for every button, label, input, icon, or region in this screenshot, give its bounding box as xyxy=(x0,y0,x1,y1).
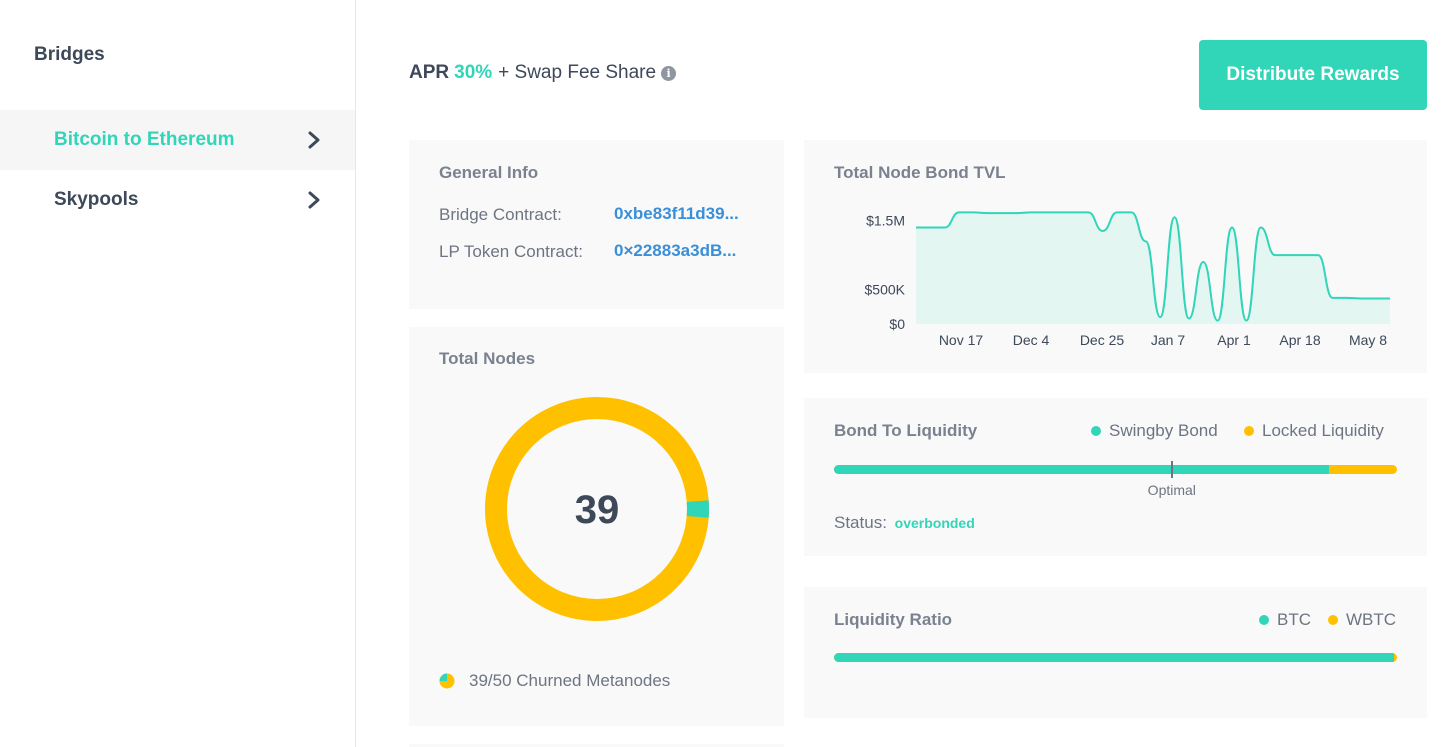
bond-liquidity-bar xyxy=(834,465,1397,474)
apr-value: 30% xyxy=(454,62,493,83)
x-tick-label: Dec 25 xyxy=(1080,332,1125,348)
sidebar-title: Bridges xyxy=(34,44,105,65)
info-icon[interactable]: i xyxy=(661,65,677,81)
total-nodes-card: Total Nodes 39 39/50 Churned Metanodes xyxy=(409,327,784,726)
sidebar: Bridges Bitcoin to Ethereum Skypools xyxy=(0,0,356,747)
card-title: Total Nodes xyxy=(439,349,536,368)
legend-dot-icon xyxy=(1259,615,1269,625)
lp-token-contract-link[interactable]: 0×22883a3dB... xyxy=(614,241,737,260)
tvl-series-line xyxy=(916,211,1390,322)
lp-token-contract-label: LP Token Contract: xyxy=(439,242,583,261)
tvl-area-chart: $1.5M $500K $0 Nov 17 Dec 4 Dec 25 Jan 7 Apr 1 A… xyxy=(865,211,1390,348)
apr-label: APR xyxy=(409,62,450,83)
status-value: overbonded xyxy=(894,515,975,531)
legend-dot-icon xyxy=(1091,426,1101,436)
btc-fill xyxy=(834,653,1395,662)
sidebar-item-skypools[interactable]: Skypools xyxy=(0,170,355,230)
bridge-contract-link[interactable]: 0xbe83f11d39... xyxy=(614,204,739,223)
bond-to-liquidity-card: Bond To Liquidity Swingby Bond Locked Li… xyxy=(804,398,1427,556)
y-tick-label: $0 xyxy=(889,316,905,332)
tvl-chart-card: Total Node Bond TVL $1.5M $500K $0 Nov 17 De… xyxy=(804,140,1427,373)
x-tick-label: Apr 18 xyxy=(1279,332,1320,348)
liquidity-ratio-card: Liquidity Ratio BTC WBTC xyxy=(804,587,1427,718)
y-tick-label: $500K xyxy=(865,282,906,298)
x-tick-label: May 8 xyxy=(1349,332,1387,348)
card-title: General Info xyxy=(439,163,539,182)
churned-metanodes-text: 39/50 Churned Metanodes xyxy=(469,671,671,690)
wbtc-legend: WBTC xyxy=(1328,610,1396,630)
legend-label: Swingby Bond xyxy=(1109,421,1218,440)
sidebar-item-label: Bitcoin to Ethereum xyxy=(54,129,235,150)
chevron-right-icon xyxy=(308,131,320,149)
distribute-rewards-button[interactable]: Distribute Rewards xyxy=(1199,40,1427,110)
tvl-area-fill xyxy=(916,212,1390,324)
card-title: Total Node Bond TVL xyxy=(834,163,1006,182)
x-tick-label: Nov 17 xyxy=(939,332,984,348)
status-label: Status: xyxy=(834,513,887,532)
bridge-contract-label: Bridge Contract: xyxy=(439,205,562,224)
total-nodes-donut: 39 xyxy=(485,397,709,621)
legend-dot-icon xyxy=(1244,426,1254,436)
chevron-right-icon xyxy=(308,191,320,209)
legend-label: BTC xyxy=(1277,610,1311,629)
swingby-bond-legend: Swingby Bond xyxy=(1091,421,1218,441)
legend-label: WBTC xyxy=(1346,610,1397,629)
churned-metanodes-legend: 39/50 Churned Metanodes xyxy=(439,671,670,691)
btc-legend: BTC xyxy=(1259,610,1311,630)
x-tick-label: Jan 7 xyxy=(1151,332,1185,348)
card-title: Liquidity Ratio xyxy=(834,610,953,629)
status-row: Status: overbonded xyxy=(834,513,975,533)
x-tick-label: Dec 4 xyxy=(1013,332,1050,348)
legend-dot-icon xyxy=(1328,615,1338,625)
optimal-label: Optimal xyxy=(1147,482,1196,498)
general-info-card: General Info Bridge Contract: 0xbe83f11d… xyxy=(409,140,784,309)
apr-suffix: + Swap Fee Share xyxy=(498,62,657,83)
apr-summary: APR 30% + Swap Fee Share i xyxy=(409,62,677,84)
liquidity-ratio-bar xyxy=(834,653,1397,662)
y-tick-label: $1.5M xyxy=(866,213,905,229)
locked-liquidity-legend: Locked Liquidity xyxy=(1244,421,1384,441)
next-card-edge xyxy=(409,744,784,747)
sidebar-item-bitcoin-to-ethereum[interactable]: Bitcoin to Ethereum xyxy=(0,110,355,170)
legend-split-dot-icon xyxy=(439,673,455,689)
sidebar-item-label: Skypools xyxy=(54,189,139,210)
bond-fill xyxy=(834,465,1330,474)
card-title: Bond To Liquidity xyxy=(834,421,978,440)
total-nodes-count: 39 xyxy=(575,488,620,532)
optimal-marker xyxy=(1170,461,1173,478)
legend-label: Locked Liquidity xyxy=(1262,421,1384,440)
x-tick-label: Apr 1 xyxy=(1217,332,1251,348)
